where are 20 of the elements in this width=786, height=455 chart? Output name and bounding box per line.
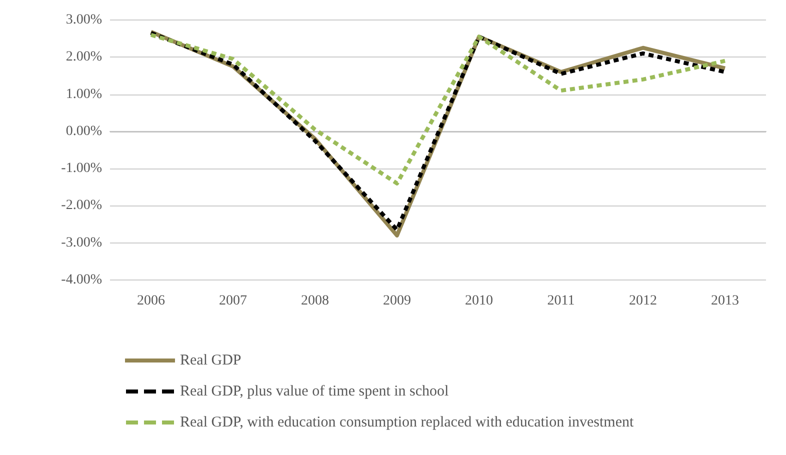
x-tick-label: 2006 [137, 294, 165, 308]
y-tick-label: -3.00% [61, 235, 102, 250]
y-tick-label: 2.00% [66, 50, 102, 65]
y-tick-label: 3.00% [66, 12, 102, 28]
x-tick-label: 2008 [301, 294, 329, 308]
legend-label: Real GDP [180, 352, 242, 368]
y-tick-label: 0.00% [66, 124, 102, 139]
legend-label: Real GDP, with education consumption replaced with education investment [180, 414, 634, 430]
x-tick-label: 2011 [547, 294, 575, 308]
x-tick-label: 2013 [711, 294, 739, 308]
line-series [149, 32, 727, 186]
y-tick-label: -1.00% [61, 161, 102, 176]
legend-label: Real GDP, plus value of time spent in school [180, 384, 449, 400]
y-tick-label: -4.00% [61, 272, 102, 288]
x-tick-label: 2010 [465, 294, 493, 308]
x-tick-label: 2007 [219, 294, 247, 308]
x-tick-label: 2009 [383, 294, 411, 308]
x-tick-label: 2012 [629, 294, 657, 308]
y-tick-label: 1.00% [66, 86, 102, 102]
y-tick-label: -2.00% [61, 198, 102, 214]
